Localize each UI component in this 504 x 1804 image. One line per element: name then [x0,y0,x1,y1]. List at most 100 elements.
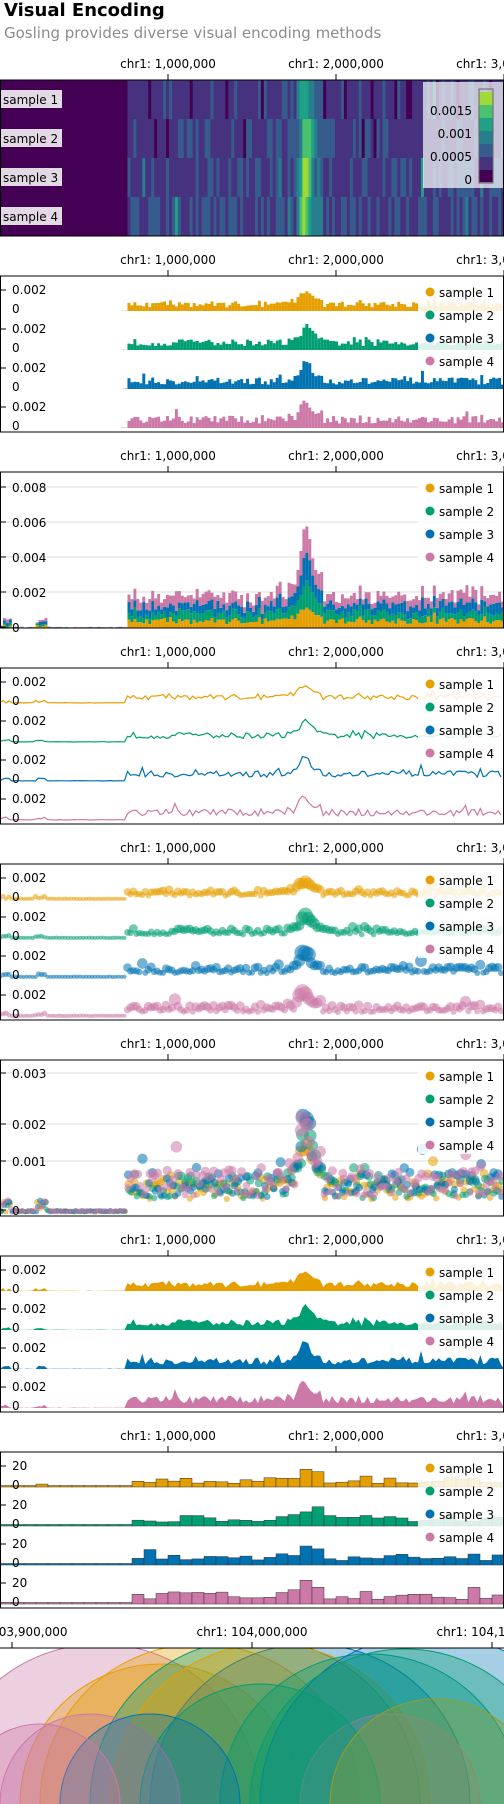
y-tick-label: 0 [12,302,20,316]
heatmap-chart: sample 1sample 2sample 3sample 40.00150.… [0,80,504,236]
stacked-bar-mark [400,621,403,628]
legend-label-2: sample 2 [439,1289,494,1303]
stacked-bar-mark [296,600,299,613]
stacked-bar-mark [294,606,297,619]
overlay-point-mark [356,1184,363,1191]
bar-mark [421,371,424,389]
legend-swatch-3 [426,1314,435,1323]
bar-mark [142,345,145,350]
stacked-bar-mark [353,603,356,609]
overlay-point-mark [402,1174,410,1182]
binned-bar-mark [408,1594,420,1604]
stacked-bar-mark [252,622,255,628]
stacked-bar-mark [377,621,380,628]
bar-mark [480,415,483,428]
binned-bar-mark [336,1560,348,1565]
binned-bar-mark [48,1486,60,1488]
legend-label-4: sample 4 [439,747,494,761]
stacked-bar-mark [427,617,430,628]
bar-mark [208,340,211,350]
x-tick-label: chr1: 2,000,000 [288,841,384,855]
bar-mark [133,417,136,428]
bar-mark [480,375,483,389]
binned-bar-mark [84,1525,96,1527]
stacked-bar-mark [385,596,388,604]
x-tick-label: chr1: 1,000,000 [120,1429,216,1443]
stacked-bar-mark [252,617,255,622]
stacked-bar-mark [139,603,142,611]
stacked-bar-mark [374,608,377,615]
stacked-bar-mark [243,607,246,613]
bar-mark [391,422,394,428]
stacked-bar-mark [225,610,228,618]
bar-mark [199,420,202,428]
binned-bar-mark [0,1564,12,1566]
binned-bar-mark [360,1516,372,1526]
point-mark [122,936,126,940]
stacked-bar-mark [344,608,347,617]
overlay-point-mark [124,1184,131,1191]
bar-mark [365,337,368,350]
stacked-bar-mark [311,576,314,593]
binned-bar-mark [288,1478,300,1487]
stacked-bar-mark [249,602,252,607]
bar-mark [148,307,151,311]
stacked-bar-mark [190,607,193,613]
overlay-point-mark [276,1157,286,1167]
stacked-bar-mark [305,527,308,553]
stacked-bar-mark [385,612,388,622]
stacked-bar-mark [142,618,145,623]
stacked-bar-mark [252,605,255,611]
binned-bar-mark [300,1546,312,1565]
stacked-bar-mark [492,604,495,616]
bar-mark [267,385,270,389]
overlay-point-mark [243,1182,251,1190]
stacked-bar-mark [178,603,181,609]
bar-mark [258,342,261,350]
stacked-bar-mark [145,610,148,615]
binned-bar-mark [144,1482,156,1487]
bar-mark [216,343,219,350]
stacked-bar-mark [166,595,169,607]
stacked-bar-mark [356,599,359,604]
bar-mark [486,383,489,389]
stacked-bar-mark [130,622,133,628]
binned-bar-mark [492,1555,504,1565]
legend-swatch-2 [426,1487,435,1496]
bar-mark [374,346,377,350]
bar-mark [222,417,225,428]
stacked-bar-mark [379,596,382,603]
stacked-bar-mark [172,596,175,606]
stacked-bar-mark [382,599,385,609]
binned-bar-mark [288,1515,300,1526]
bar-mark [317,338,320,350]
bar-mark [442,422,445,428]
stacked-bar-mark [403,621,406,628]
point-mark [122,897,126,901]
binned-bar-mark [72,1564,84,1566]
stacked-bar-mark [448,602,451,613]
bar-mark [291,299,294,311]
bar-mark [288,302,291,311]
bar-mark [172,305,175,311]
legend-swatch-4 [426,553,435,562]
stacked-bar-mark [427,604,430,610]
binned-bar-mark [156,1593,168,1604]
bar-mark [184,341,187,350]
bar-mark [391,378,394,389]
bar-mark [282,345,285,350]
binned-bar-mark [132,1558,144,1565]
bar-mark [350,344,353,350]
bar-mark [436,381,439,389]
stacked-bar-mark [42,621,45,624]
legend-swatch-4 [426,945,435,954]
bar-mark [178,302,181,311]
bar-mark [471,416,474,428]
stacked-bar-mark [190,624,193,628]
stacked-bar-mark [454,603,457,608]
bar-mark [329,341,332,350]
overlay-point-mark [42,1198,48,1204]
overlay-point-mark [406,1189,413,1196]
bar-mark [314,334,317,350]
stacked-bar-mark [264,618,267,628]
